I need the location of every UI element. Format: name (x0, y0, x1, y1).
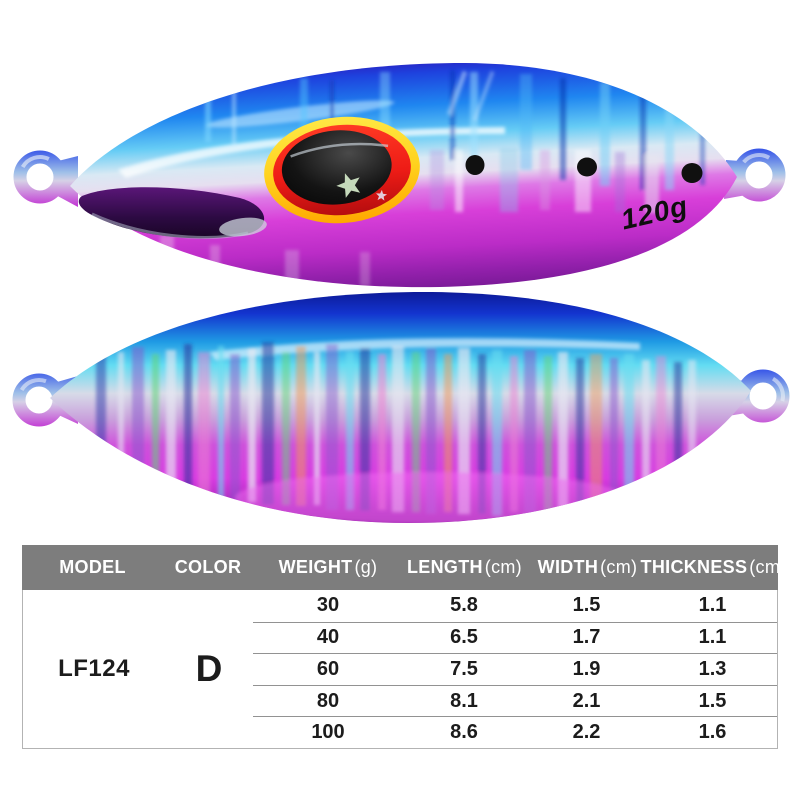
weight-value: 60 (253, 653, 403, 685)
split-ring-top-left (13, 150, 78, 207)
col-header-label: THICKNESS (640, 557, 748, 577)
thickness-value: 1.1 (698, 594, 727, 617)
eye-star-small (376, 189, 388, 201)
weight-value: 30 (316, 594, 340, 617)
pin-dot (681, 163, 703, 183)
width-value: 1.5 (572, 594, 601, 617)
weight-value: 80 (253, 684, 403, 717)
weight-value: 100 (253, 716, 403, 748)
top-lure: 120g (13, 63, 786, 288)
color-value: D (195, 647, 223, 689)
length-value: 6.5 (403, 621, 525, 654)
col-header-unit: (cm) (749, 557, 787, 577)
col-header-weight: WEIGHT (g) (253, 545, 403, 590)
thickness-value: 1.1 (648, 621, 777, 654)
spec-table-body: LF124 D 30 5.8 1.5 1.1 40 6.5 1.7 1.1 60… (22, 590, 778, 749)
thickness-value: 1.6 (648, 716, 777, 748)
col-header-length: LENGTH (cm) (403, 545, 526, 590)
col-header-label: WIDTH (537, 557, 599, 577)
width-value: 2.2 (525, 716, 648, 748)
lure-photos: 120g (12, 63, 790, 523)
spec-table-header: MODEL COLOR WEIGHT (g) LENGTH (cm) WIDTH (c… (22, 545, 787, 590)
col-header-color: COLOR (165, 545, 253, 590)
bottom-lure-sheen (235, 472, 625, 523)
length-value: 7.5 (403, 653, 525, 685)
thickness-value: 1.5 (648, 684, 777, 717)
model-value: LF124 (58, 654, 130, 682)
length-value: 8.6 (403, 716, 525, 748)
col-header-thickness: THICKNESS (cm) (641, 545, 787, 590)
lure-eye (264, 116, 420, 224)
eye-pupil (281, 130, 392, 205)
width-value: 1.9 (525, 653, 648, 685)
col-header-label: COLOR (174, 557, 242, 577)
length-value: 8.1 (403, 684, 525, 717)
width-value: 1.7 (525, 621, 648, 654)
gill-marking (78, 187, 267, 239)
pin-dots (465, 155, 703, 183)
weight-value: 40 (253, 621, 403, 654)
bottom-lure-holographic-streaks (96, 338, 696, 523)
col-header-unit: (cm) (600, 557, 638, 577)
pin-dot (465, 155, 485, 175)
length-value: 5.8 (450, 594, 478, 617)
pin-dot (577, 157, 597, 177)
eye-star-large (336, 173, 361, 198)
col-header-width: WIDTH (cm) (526, 545, 649, 590)
col-header-label: MODEL (59, 557, 126, 577)
col-header-label: LENGTH (407, 557, 483, 577)
spec-table: MODEL COLOR WEIGHT (g) LENGTH (cm) WIDTH (c… (22, 545, 787, 749)
thickness-value: 1.3 (648, 653, 777, 685)
col-header-unit: (cm) (484, 557, 522, 577)
col-header-label: WEIGHT (278, 557, 353, 577)
col-header-model: MODEL (22, 545, 165, 590)
width-value: 2.1 (525, 684, 648, 717)
bottom-lure (12, 291, 790, 523)
col-header-unit: (g) (354, 557, 378, 577)
